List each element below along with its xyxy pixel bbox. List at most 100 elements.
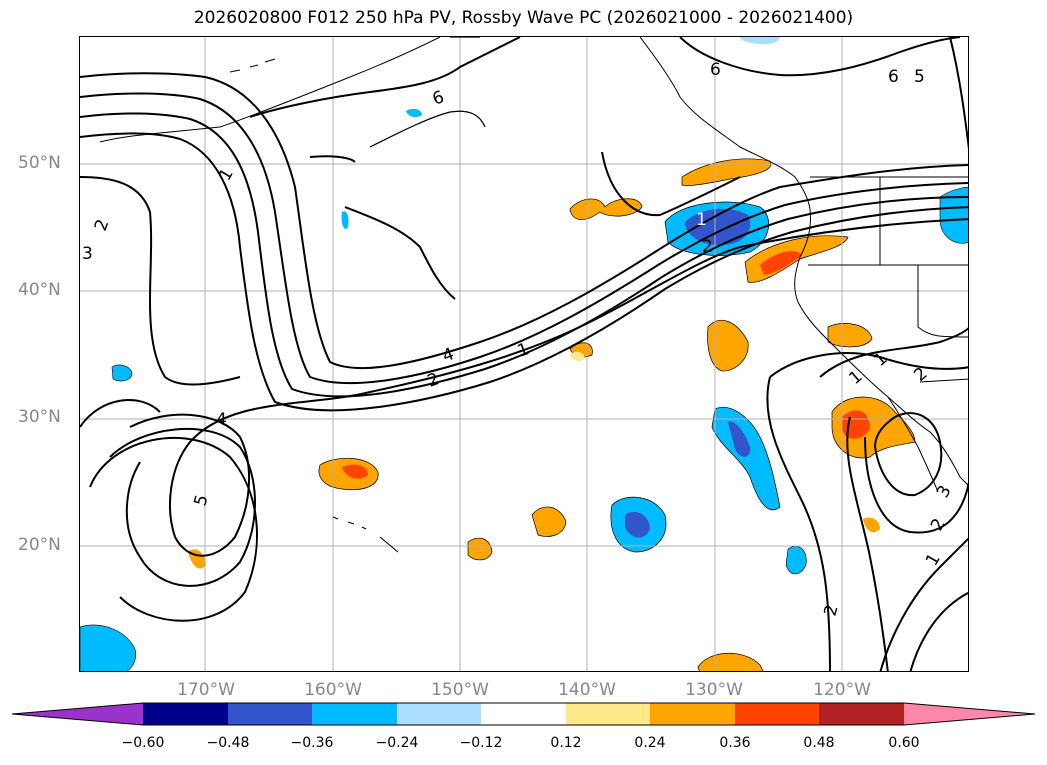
contour-line	[879, 537, 968, 671]
state-border	[917, 265, 968, 338]
contour-line	[309, 155, 356, 163]
contour-label: 2	[910, 364, 931, 386]
anomaly-neg-7	[111, 364, 133, 382]
colorbar-tick-label: 0.60	[888, 735, 920, 751]
colorbar-tick-label: −0.12	[459, 735, 503, 751]
contour-label: 1	[696, 210, 707, 230]
contour-label: 6	[430, 87, 447, 109]
anomaly-pos-3-core	[760, 251, 802, 275]
contour-line	[80, 132, 968, 412]
contour-line	[80, 92, 968, 385]
contour-line	[249, 37, 521, 118]
latitude-label: 30°N	[18, 407, 61, 427]
colorbar-tick-label: 0.24	[634, 735, 666, 751]
anomaly-pos-14	[570, 351, 585, 362]
anomaly-neg-3-core	[625, 511, 650, 538]
contour-label: 2	[425, 369, 442, 391]
colorbar-tick-label: −0.24	[375, 735, 419, 751]
map-plot-area[interactable]: 6 6 6 5 1 2 3 1 2 4 1 2 4 5 1 2 2 3 1 1 …	[79, 36, 969, 672]
anomaly-neg-6	[939, 186, 968, 244]
anomaly-neg-10	[406, 108, 422, 118]
graticule	[80, 37, 968, 671]
contour-line	[344, 206, 456, 300]
island-arc	[229, 58, 276, 73]
baja-peninsula	[887, 396, 939, 493]
longitude-label: 150°W	[431, 680, 489, 700]
contour-line	[874, 412, 943, 497]
contour-line	[949, 37, 968, 150]
anomaly-neg-9	[341, 211, 349, 230]
contour-labels: 6 6 6 5 1 2 3 1 2 4 1 2 4 5 1 2 2 3 1 1 …	[82, 60, 956, 618]
longitude-label: 120°W	[813, 680, 871, 700]
colorbar-tick-label: 0.48	[803, 735, 835, 751]
colorbar-tick-label: −0.60	[121, 735, 165, 751]
latitude-label: 50°N	[18, 153, 61, 173]
contour-line	[601, 151, 741, 217]
colorbar-segment	[566, 703, 650, 725]
us-west-coast	[794, 208, 968, 486]
aleutian-islands	[99, 126, 221, 143]
alaska-coast	[219, 37, 441, 128]
anomaly-pos-12	[697, 652, 764, 671]
anomaly-neg-5	[80, 624, 136, 671]
anomaly-neg-1-core	[685, 208, 751, 246]
contour-line	[679, 37, 961, 77]
colorbar-segment	[312, 703, 397, 725]
anomaly-neg-8	[740, 37, 780, 45]
contour-line	[109, 427, 256, 587]
colorbar-segment	[650, 703, 735, 725]
contour-line	[129, 218, 968, 557]
colorbar-segment	[143, 703, 228, 725]
contour-label: 3	[933, 482, 956, 501]
latitude-label: 20°N	[18, 535, 61, 555]
anomaly-pos-9	[467, 537, 493, 561]
contour-label: 3	[82, 244, 93, 264]
colorbar-segment	[735, 703, 819, 725]
anomaly-pos-13	[863, 517, 880, 533]
contour-label: 1	[515, 339, 532, 361]
latitude-label: 40°N	[18, 280, 61, 300]
longitude-label: 140°W	[558, 680, 616, 700]
anomaly-neg-4	[785, 545, 807, 575]
anomaly-pos-5	[827, 323, 873, 348]
contour-line	[80, 399, 161, 428]
contour-label: 5	[191, 493, 213, 509]
contour-line	[89, 436, 258, 622]
colorbar-segment-min-extend	[12, 703, 143, 725]
colorbar-segment	[397, 703, 481, 725]
contour-line	[864, 436, 968, 534]
us-mexico-border	[919, 378, 968, 383]
colorbar-tick-label: 0.36	[719, 735, 751, 751]
colorbar-segment	[228, 703, 312, 725]
map-title: 2026020800 F012 250 hPa PV, Rossby Wave …	[193, 8, 854, 28]
contour-label: 2	[821, 603, 843, 619]
contour-label: 6	[710, 60, 721, 80]
contour-label: 4	[216, 410, 227, 430]
positive-anomaly-shading	[188, 158, 916, 671]
anomaly-pos-11	[188, 549, 206, 569]
pv-contours-thin	[369, 37, 486, 148]
anomaly-neg-2-core	[728, 421, 751, 457]
colorbar-tick-label: −0.48	[206, 735, 250, 751]
contour-label: 4	[440, 344, 457, 366]
contour-line	[766, 376, 831, 671]
contour-line	[769, 352, 968, 378]
coastlines	[99, 37, 968, 553]
pv-contours	[80, 37, 968, 671]
colorbar-segment	[819, 703, 904, 725]
contour-line	[846, 416, 889, 671]
anomaly-neg-2	[711, 407, 781, 511]
contour-label: 6	[888, 67, 899, 87]
contour-line	[369, 110, 486, 148]
colorbar-tick-label: 0.12	[550, 735, 582, 751]
anomaly-pos-4	[707, 319, 749, 372]
colorbar-outline	[11, 702, 1036, 726]
colorbar-segment-max-extend	[904, 703, 1035, 725]
contour-line	[80, 112, 968, 398]
map-canvas: 6 6 6 5 1 2 3 1 2 4 1 2 4 5 1 2 2 3 1 1 …	[80, 37, 968, 671]
contour-line	[819, 327, 968, 378]
colorbar-tick-label: −0.36	[290, 735, 334, 751]
contour-label: 2	[91, 217, 113, 234]
longitude-label: 130°W	[685, 680, 743, 700]
negative-anomaly-shading	[80, 37, 968, 671]
